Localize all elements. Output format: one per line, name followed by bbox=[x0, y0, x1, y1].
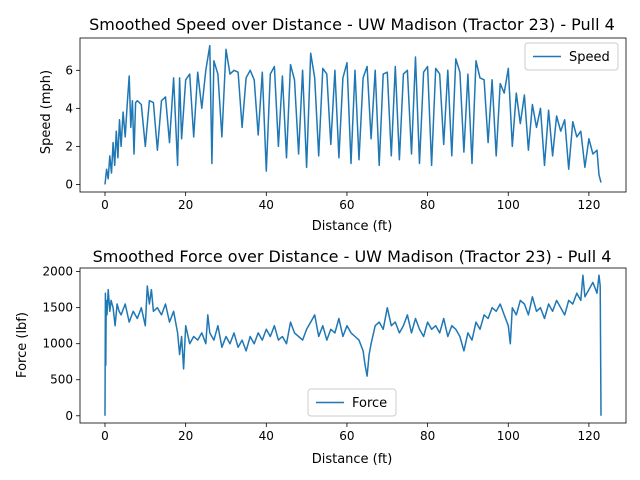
speed-xtick-label: 40 bbox=[259, 198, 274, 212]
force-xtick-label: 60 bbox=[339, 429, 354, 443]
force-chart-xlabel: Distance (ft) bbox=[312, 452, 393, 467]
force-ytick-label: 1000 bbox=[42, 337, 73, 351]
speed-ytick-label: 0 bbox=[65, 177, 73, 191]
speed-axes-frame bbox=[79, 37, 627, 193]
speed-ytick-label: 6 bbox=[65, 63, 73, 77]
force-ytick-label: 2000 bbox=[42, 265, 73, 279]
force-xtick-label: 0 bbox=[101, 429, 109, 443]
force-chart-ticks: 0 20 40 60 80 100 120 0 500 1000 1500 2000 bbox=[42, 265, 627, 443]
force-xtick-label: 120 bbox=[577, 429, 600, 443]
speed-ytick-label: 2 bbox=[65, 139, 73, 153]
speed-xtick-label: 120 bbox=[577, 198, 600, 212]
force-chart: Smoothed Force over Distance - UW Madiso… bbox=[15, 247, 627, 467]
force-legend-label: Force bbox=[352, 396, 387, 411]
speed-ytick-label: 4 bbox=[65, 101, 73, 115]
force-chart-legend: Force bbox=[307, 388, 397, 417]
force-xtick-label: 20 bbox=[178, 429, 193, 443]
speed-chart-xlabel: Distance (ft) bbox=[312, 219, 393, 234]
force-legend-box bbox=[307, 388, 397, 417]
speed-chart-plot-area bbox=[104, 44, 602, 185]
force-ytick-label: 0 bbox=[65, 409, 73, 423]
force-axes-frame bbox=[79, 267, 627, 424]
speed-chart-title: Smoothed Speed over Distance - UW Madiso… bbox=[89, 15, 615, 34]
force-xtick-label: 40 bbox=[259, 429, 274, 443]
force-chart-title: Smoothed Force over Distance - UW Madiso… bbox=[93, 247, 612, 266]
speed-xtick-label: 60 bbox=[339, 198, 354, 212]
speed-chart: Smoothed Speed over Distance - UW Madiso… bbox=[39, 15, 627, 234]
speed-legend-label: Speed bbox=[569, 50, 610, 65]
force-xtick-label: 100 bbox=[497, 429, 520, 443]
force-ytick-label: 1500 bbox=[42, 301, 73, 315]
speed-chart-legend: Speed bbox=[524, 42, 619, 71]
speed-xtick-label: 20 bbox=[178, 198, 193, 212]
speed-series-line bbox=[104, 44, 602, 185]
speed-legend-box bbox=[524, 42, 619, 71]
speed-xtick-label: 80 bbox=[420, 198, 435, 212]
force-xtick-label: 80 bbox=[420, 429, 435, 443]
force-chart-ylabel: Force (lbf) bbox=[15, 312, 30, 378]
speed-chart-ticks: 0 20 40 60 80 100 120 0 2 4 6 bbox=[65, 37, 627, 212]
speed-xtick-label: 100 bbox=[497, 198, 520, 212]
force-chart-plot-area bbox=[104, 274, 602, 416]
force-ytick-label: 500 bbox=[50, 373, 73, 387]
speed-xtick-label: 0 bbox=[101, 198, 109, 212]
force-series-line bbox=[104, 274, 602, 416]
speed-chart-ylabel: Speed (mph) bbox=[39, 70, 54, 154]
